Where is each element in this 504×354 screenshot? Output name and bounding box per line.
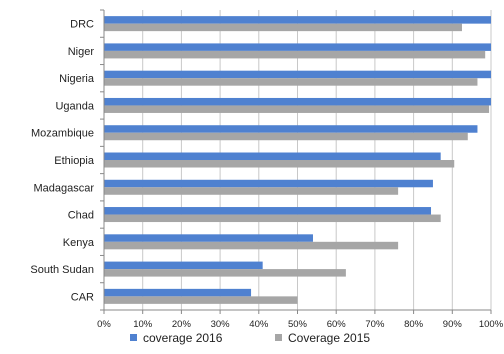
bars — [104, 16, 491, 304]
category-label: Kenya — [63, 237, 95, 249]
bar-coverage-2015 — [104, 241, 399, 250]
category-label: South Sudan — [30, 264, 94, 276]
x-tick-label: 30% — [211, 319, 231, 330]
bar-coverage-2016 — [104, 261, 263, 270]
x-tick-labels: 0% 10% 20% 30% 40% 50% 60% 70% 80% 90% 100% — [97, 319, 504, 330]
x-tick-label: 40% — [249, 319, 269, 330]
x-tick-label: 100% — [479, 319, 504, 330]
axes — [100, 9, 492, 314]
x-tick-label: 80% — [404, 319, 424, 330]
bar-coverage-2016 — [104, 207, 432, 215]
bar-coverage-2016 — [104, 97, 491, 106]
category-label: DRC — [70, 19, 94, 31]
bar-coverage-2015 — [104, 78, 478, 86]
bar-coverage-2015 — [104, 296, 298, 304]
legend-swatch — [275, 334, 282, 341]
bar-coverage-2015 — [104, 187, 399, 195]
category-label: Uganda — [55, 100, 94, 112]
category-labels: DRC Niger Nigeria Uganda Mozambique Ethiopia M… — [30, 19, 94, 304]
x-tick-label: 70% — [365, 319, 385, 330]
bar-coverage-2016 — [104, 288, 252, 297]
bar-coverage-2015 — [104, 160, 455, 168]
bar-coverage-2015 — [104, 214, 441, 223]
x-tick-label: 50% — [288, 319, 308, 330]
bar-coverage-2015 — [104, 132, 468, 141]
category-label: CAR — [71, 291, 94, 303]
legend-label: Coverage 2015 — [288, 331, 370, 345]
category-label: Madagascar — [33, 182, 94, 194]
category-label: Ethiopia — [54, 155, 95, 167]
x-tick-label: 10% — [133, 319, 153, 330]
bar-coverage-2015 — [104, 105, 490, 113]
category-label: Niger — [68, 46, 95, 58]
category-label: Mozambique — [31, 128, 94, 140]
bar-coverage-2016 — [104, 125, 478, 133]
x-tick-label: 60% — [327, 319, 347, 330]
bar-coverage-2016 — [104, 16, 491, 24]
bar-coverage-2016 — [104, 234, 313, 242]
legend-swatch — [130, 334, 137, 341]
legend: coverage 2016 Coverage 2015 — [130, 331, 370, 345]
category-label: Nigeria — [59, 73, 95, 85]
bar-coverage-2015 — [104, 23, 462, 32]
x-tick-label: 20% — [172, 319, 192, 330]
x-tick-label: 90% — [443, 319, 463, 330]
bar-coverage-2016 — [104, 70, 491, 79]
x-tick-label: 0% — [97, 319, 111, 330]
bar-coverage-2016 — [104, 43, 491, 51]
bar-coverage-2015 — [104, 50, 486, 59]
bar-coverage-2016 — [104, 152, 441, 160]
bar-coverage-2016 — [104, 179, 433, 188]
legend-label: coverage 2016 — [143, 331, 223, 345]
bar-coverage-2015 — [104, 269, 346, 277]
category-label: Chad — [68, 210, 94, 222]
